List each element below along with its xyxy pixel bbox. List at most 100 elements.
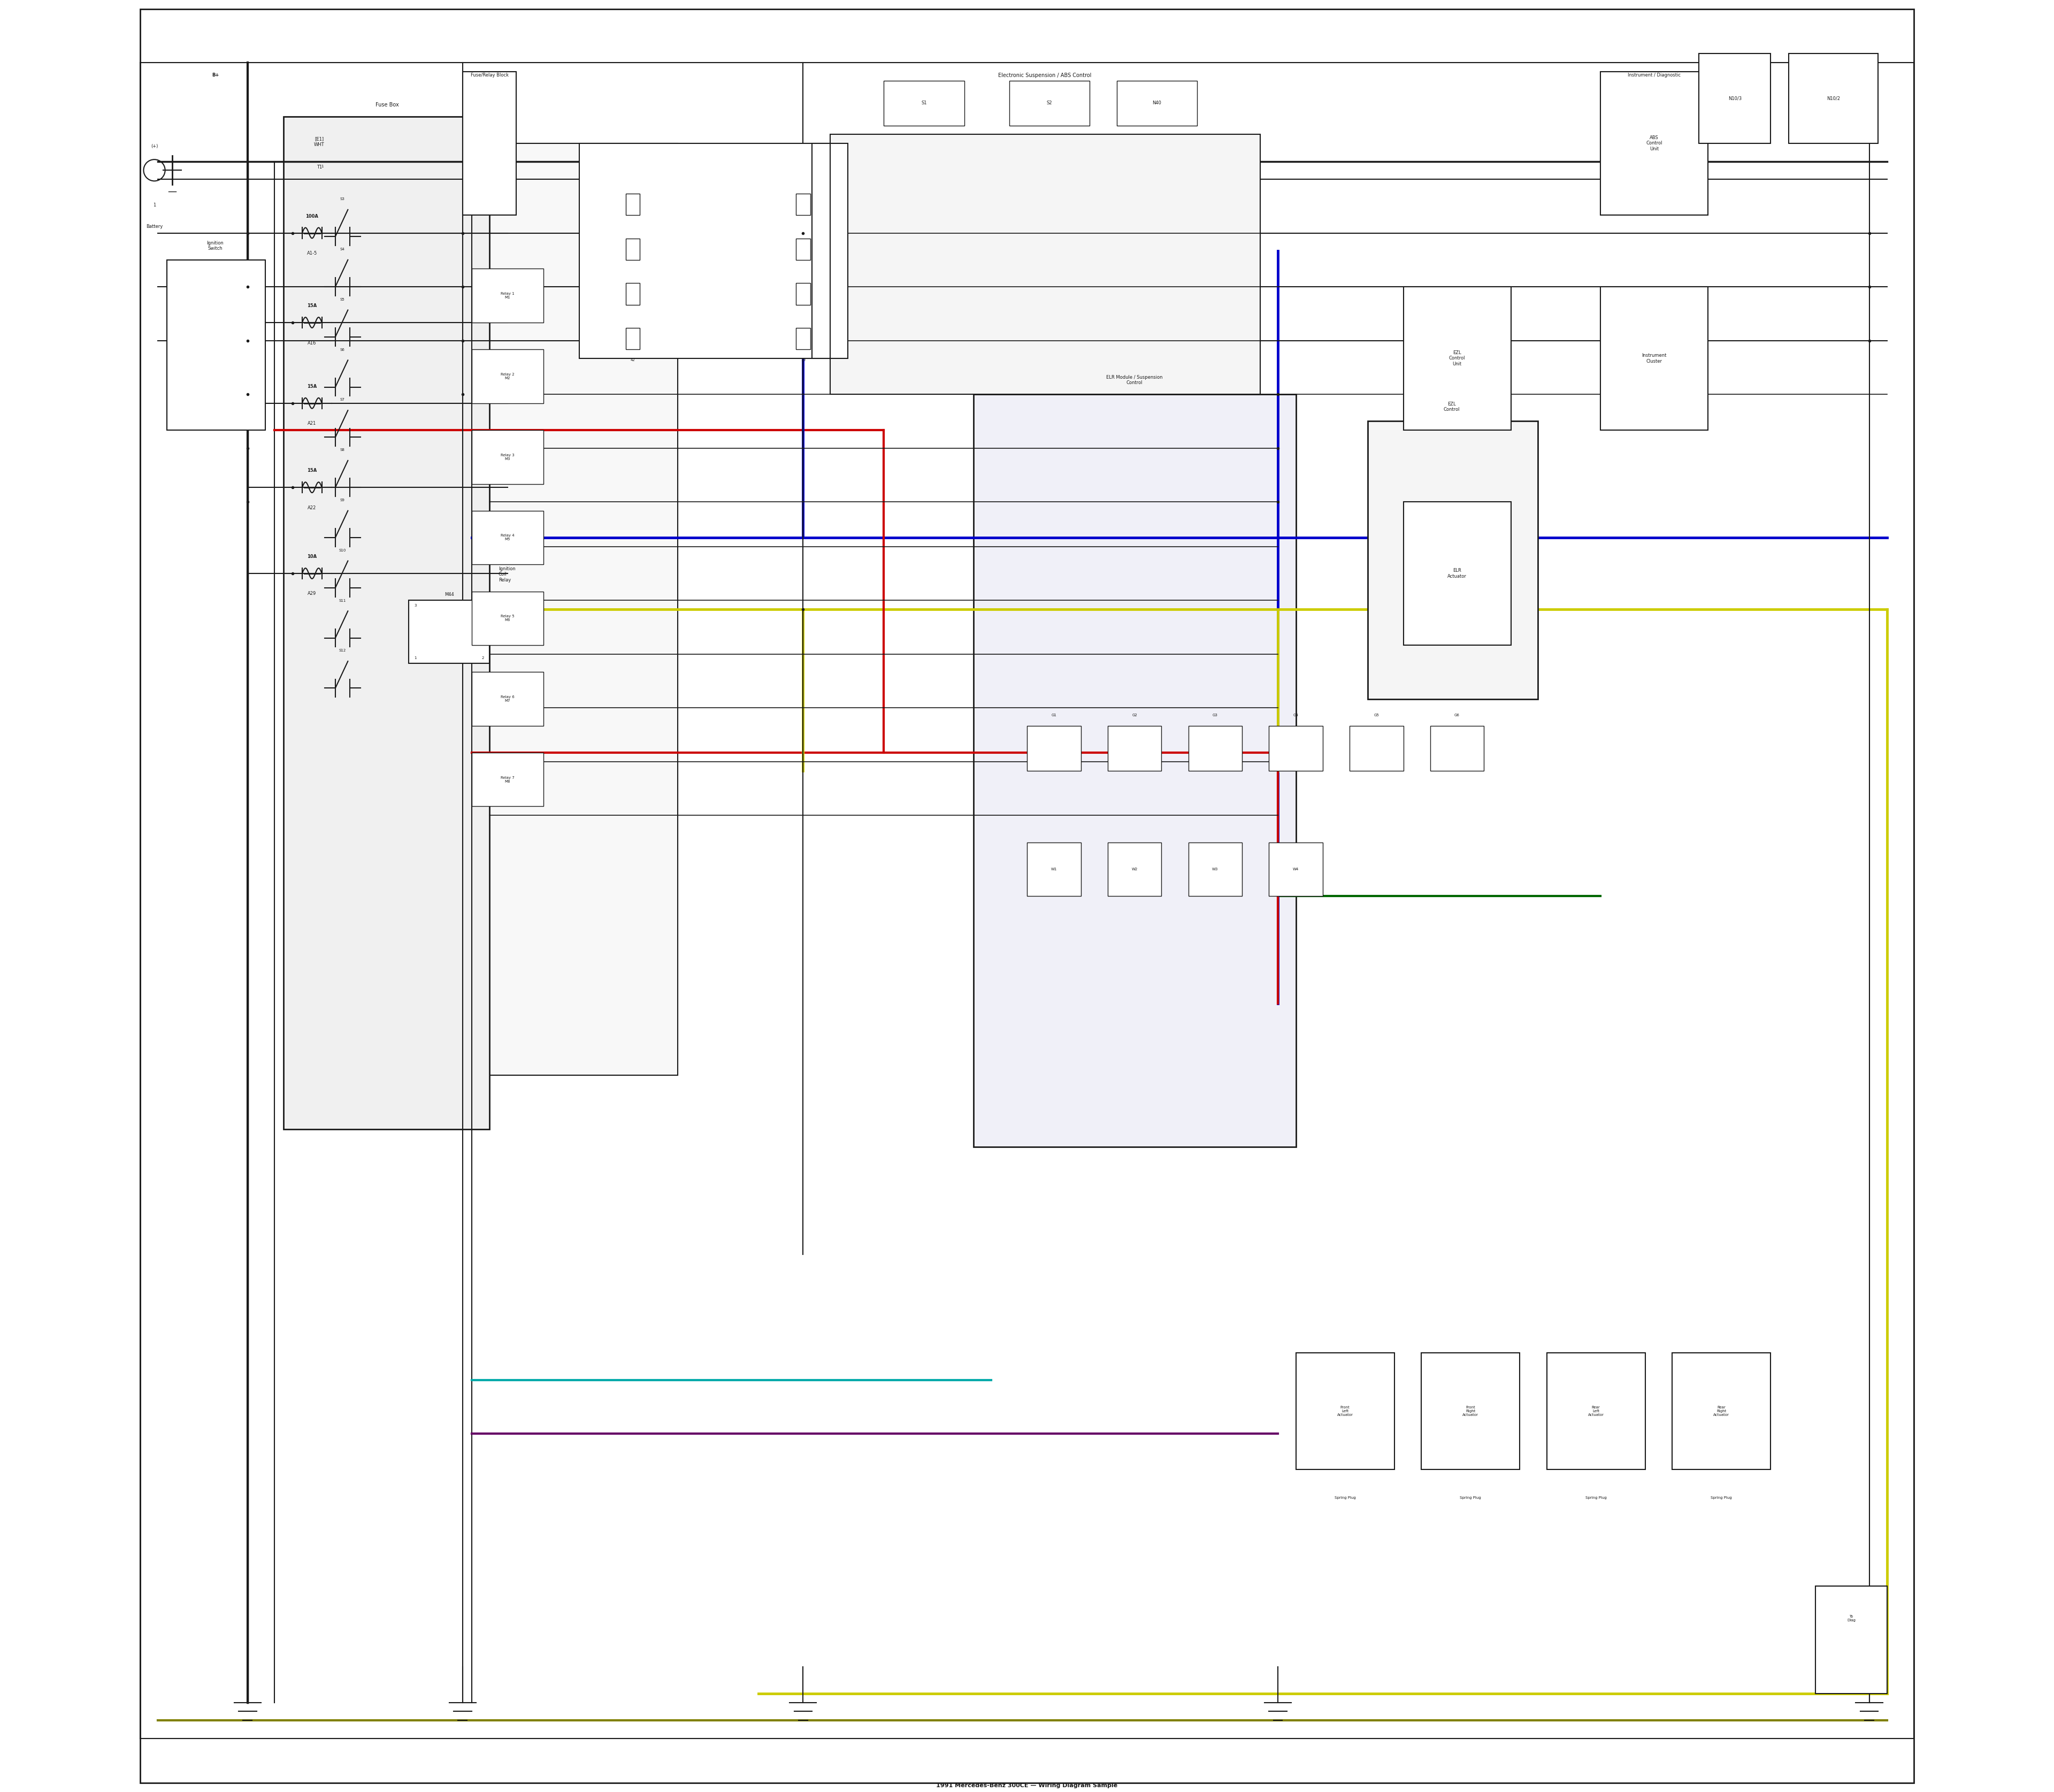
Text: Front
Right
Actuator: Front Right Actuator xyxy=(1462,1407,1479,1416)
Text: Relay 6
M7: Relay 6 M7 xyxy=(501,695,514,702)
Bar xyxy=(472,269,542,323)
Text: S11: S11 xyxy=(339,599,345,602)
Text: Spring Plug: Spring Plug xyxy=(1586,1496,1606,1500)
Bar xyxy=(1269,726,1323,771)
Text: Ignition
Switch: Ignition Switch xyxy=(207,240,224,251)
Text: Fuse/Relay Block: Fuse/Relay Block xyxy=(470,73,509,77)
Bar xyxy=(472,672,542,726)
Text: Spring Plug: Spring Plug xyxy=(1711,1496,1732,1500)
Text: Relay 1
M1: Relay 1 M1 xyxy=(501,292,514,299)
Text: 15A: 15A xyxy=(308,303,316,308)
Text: S5: S5 xyxy=(341,297,345,301)
Text: Rear
Right
Actuator: Rear Right Actuator xyxy=(1713,1407,1729,1416)
Text: 42: 42 xyxy=(631,358,635,362)
Bar xyxy=(1368,421,1538,699)
Text: N10/3: N10/3 xyxy=(1727,97,1742,100)
Bar xyxy=(1107,842,1161,896)
Bar xyxy=(830,134,1259,394)
Text: W3: W3 xyxy=(1212,867,1218,871)
Text: ELR/EL Control Unit: ELR/EL Control Unit xyxy=(1017,111,1074,116)
Text: S7: S7 xyxy=(341,398,345,401)
Text: 8: 8 xyxy=(801,224,805,228)
Text: S8: S8 xyxy=(341,448,345,452)
Text: N10/2: N10/2 xyxy=(1826,97,1840,100)
Text: 1: 1 xyxy=(152,202,156,208)
Bar xyxy=(795,238,809,260)
Text: To
Diag: To Diag xyxy=(1847,1615,1855,1622)
Text: [EJ]
BLU: [EJ] BLU xyxy=(715,183,721,190)
Bar xyxy=(579,143,848,358)
Text: Relay 4
M5: Relay 4 M5 xyxy=(501,534,514,541)
Bar xyxy=(1189,842,1243,896)
Text: A22: A22 xyxy=(308,505,316,511)
Text: 12: 12 xyxy=(801,269,805,272)
Text: (+): (+) xyxy=(150,143,158,149)
Text: A1-5: A1-5 xyxy=(306,251,316,256)
Text: Ignition
Coil
Relay: Ignition Coil Relay xyxy=(499,566,516,582)
Text: 66: 66 xyxy=(631,314,635,317)
Text: G2: G2 xyxy=(1132,713,1138,717)
Text: S6: S6 xyxy=(341,348,345,351)
Bar xyxy=(1672,1353,1771,1469)
Bar xyxy=(1600,72,1709,215)
Text: Relay 2
M2: Relay 2 M2 xyxy=(501,373,514,380)
Text: N40: N40 xyxy=(1152,100,1161,106)
Text: 28: 28 xyxy=(801,314,805,317)
Bar xyxy=(462,72,516,215)
Text: 59: 59 xyxy=(631,269,635,272)
Text: Spring Plug: Spring Plug xyxy=(1460,1496,1481,1500)
Text: Fuse Box: Fuse Box xyxy=(376,102,398,108)
Text: Relay 7
M8: Relay 7 M8 xyxy=(501,776,514,783)
Text: S9: S9 xyxy=(341,498,345,502)
Text: Relay 3
M3: Relay 3 M3 xyxy=(501,453,514,461)
Bar xyxy=(472,430,542,484)
Text: 58: 58 xyxy=(631,224,635,228)
Bar xyxy=(1547,1353,1645,1469)
Text: G4: G4 xyxy=(1294,713,1298,717)
Bar xyxy=(1421,1353,1520,1469)
Text: S1: S1 xyxy=(920,100,926,106)
Text: 4: 4 xyxy=(483,604,485,607)
Text: [EJ]
WHT: [EJ] WHT xyxy=(713,272,723,280)
Text: A16: A16 xyxy=(308,340,316,346)
Text: Spring Plug: Spring Plug xyxy=(1335,1496,1356,1500)
Text: S4: S4 xyxy=(341,247,345,251)
Text: [EJ]
YEL: [EJ] YEL xyxy=(715,228,721,235)
Text: A29: A29 xyxy=(308,591,316,597)
Bar xyxy=(283,116,489,1129)
Bar xyxy=(1789,54,1877,143)
Text: G1: G1 xyxy=(1052,713,1056,717)
Text: ELR Module / Suspension
Control: ELR Module / Suspension Control xyxy=(1107,375,1163,385)
Text: Instrument / Diagnostic: Instrument / Diagnostic xyxy=(1627,73,1680,77)
Text: EZL
Control
Unit: EZL Control Unit xyxy=(1448,351,1465,366)
Text: M44: M44 xyxy=(444,591,454,597)
Text: Electronic Suspension / ABS Control: Electronic Suspension / ABS Control xyxy=(998,73,1091,77)
Text: 3: 3 xyxy=(415,604,417,607)
Bar xyxy=(1430,726,1483,771)
Text: Rear
Left
Actuator: Rear Left Actuator xyxy=(1588,1407,1604,1416)
Bar xyxy=(462,143,678,1075)
Bar xyxy=(1699,54,1771,143)
Bar xyxy=(1189,726,1243,771)
Text: S10: S10 xyxy=(339,548,345,552)
Text: S12: S12 xyxy=(339,649,345,652)
Text: Relay 5
M6: Relay 5 M6 xyxy=(501,615,514,622)
Bar xyxy=(472,511,542,564)
Bar xyxy=(626,283,641,305)
Text: Front
Left
Actuator: Front Left Actuator xyxy=(1337,1407,1354,1416)
Text: G5: G5 xyxy=(1374,713,1378,717)
Text: 1: 1 xyxy=(415,656,417,659)
Text: 19: 19 xyxy=(801,358,805,362)
Bar xyxy=(1107,726,1161,771)
Bar xyxy=(626,238,641,260)
Bar xyxy=(1027,726,1080,771)
Text: 10A: 10A xyxy=(308,554,316,559)
Bar xyxy=(626,194,641,215)
Bar xyxy=(472,753,542,806)
Bar xyxy=(409,600,489,663)
Text: Battery: Battery xyxy=(146,224,162,229)
Text: 100A: 100A xyxy=(306,213,318,219)
Bar xyxy=(1027,842,1080,896)
Text: [EJ]
GRN: [EJ] GRN xyxy=(715,317,723,324)
Bar xyxy=(166,260,265,430)
